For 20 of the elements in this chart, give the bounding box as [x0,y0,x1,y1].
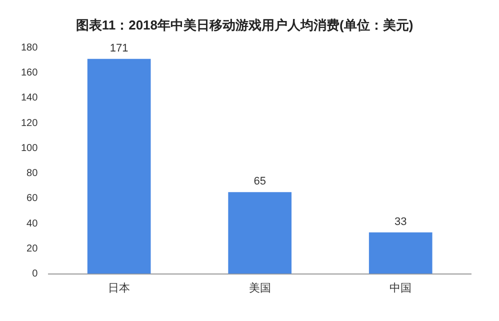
y-tick-label: 80 [26,168,38,180]
y-tick-label: 140 [20,92,38,104]
y-tick-label: 40 [26,218,38,230]
data-label: 171 [110,42,128,54]
y-tick-label: 20 [26,243,38,254]
y-tick-label: 160 [20,67,38,78]
bar [87,58,151,274]
chart-title: 图表11：2018年中美日移动游戏用户人均消费(单位：美元) [76,17,414,32]
x-tick-label: 日本 [108,281,130,294]
y-tick-label: 60 [26,193,38,204]
y-tick-label: 180 [20,42,38,54]
y-tick-label: 120 [20,118,38,129]
bar [368,232,432,274]
data-label: 65 [254,176,266,188]
y-tick-label: 0 [32,268,38,280]
data-label: 33 [394,216,407,228]
bar [228,192,292,274]
y-tick-label: 100 [20,142,38,154]
x-tick-label: 美国 [248,281,271,294]
x-tick-label: 中国 [390,281,412,294]
